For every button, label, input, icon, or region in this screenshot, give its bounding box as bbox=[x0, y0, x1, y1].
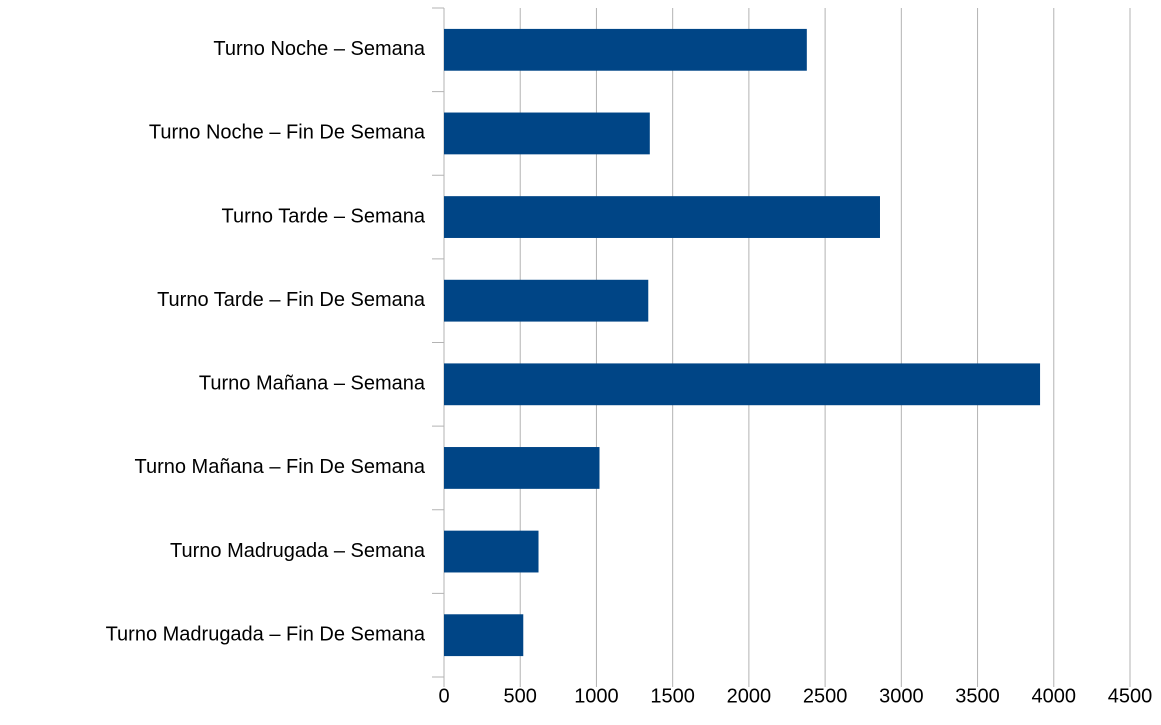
bar bbox=[444, 614, 524, 657]
bar bbox=[444, 112, 650, 155]
x-tick-label: 0 bbox=[438, 685, 449, 707]
x-tick-label: 1500 bbox=[650, 685, 695, 707]
x-tick-label: 3500 bbox=[955, 685, 1000, 707]
y-tick-label: Turno Noche – Fin De Semana bbox=[149, 122, 426, 144]
bar bbox=[444, 530, 539, 573]
y-tick-label: Turno Tarde – Semana bbox=[222, 205, 426, 227]
x-tick-label: 500 bbox=[504, 685, 537, 707]
x-tick-label: 4500 bbox=[1108, 685, 1153, 707]
y-tick-label: Turno Madrugada – Semana bbox=[170, 540, 426, 562]
y-tick-label: Turno Mañana – Semana bbox=[199, 373, 426, 395]
bar bbox=[444, 363, 1041, 406]
y-tick-label: Turno Tarde – Fin De Semana bbox=[157, 289, 426, 311]
y-tick-label: Turno Noche – Semana bbox=[213, 38, 425, 60]
x-tick-label: 4000 bbox=[1032, 685, 1077, 707]
bar bbox=[444, 447, 600, 489]
bar bbox=[444, 196, 880, 238]
bar bbox=[444, 28, 807, 71]
x-tick-label: 1000 bbox=[574, 685, 619, 707]
y-tick-label: Turno Mañana – Fin De Semana bbox=[134, 456, 425, 478]
x-tick-label: 2000 bbox=[727, 685, 772, 707]
x-tick-label: 3000 bbox=[879, 685, 924, 707]
y-tick-label: Turno Madrugada – Fin De Semana bbox=[106, 623, 426, 645]
bar bbox=[444, 279, 649, 322]
x-tick-label: 2500 bbox=[803, 685, 848, 707]
